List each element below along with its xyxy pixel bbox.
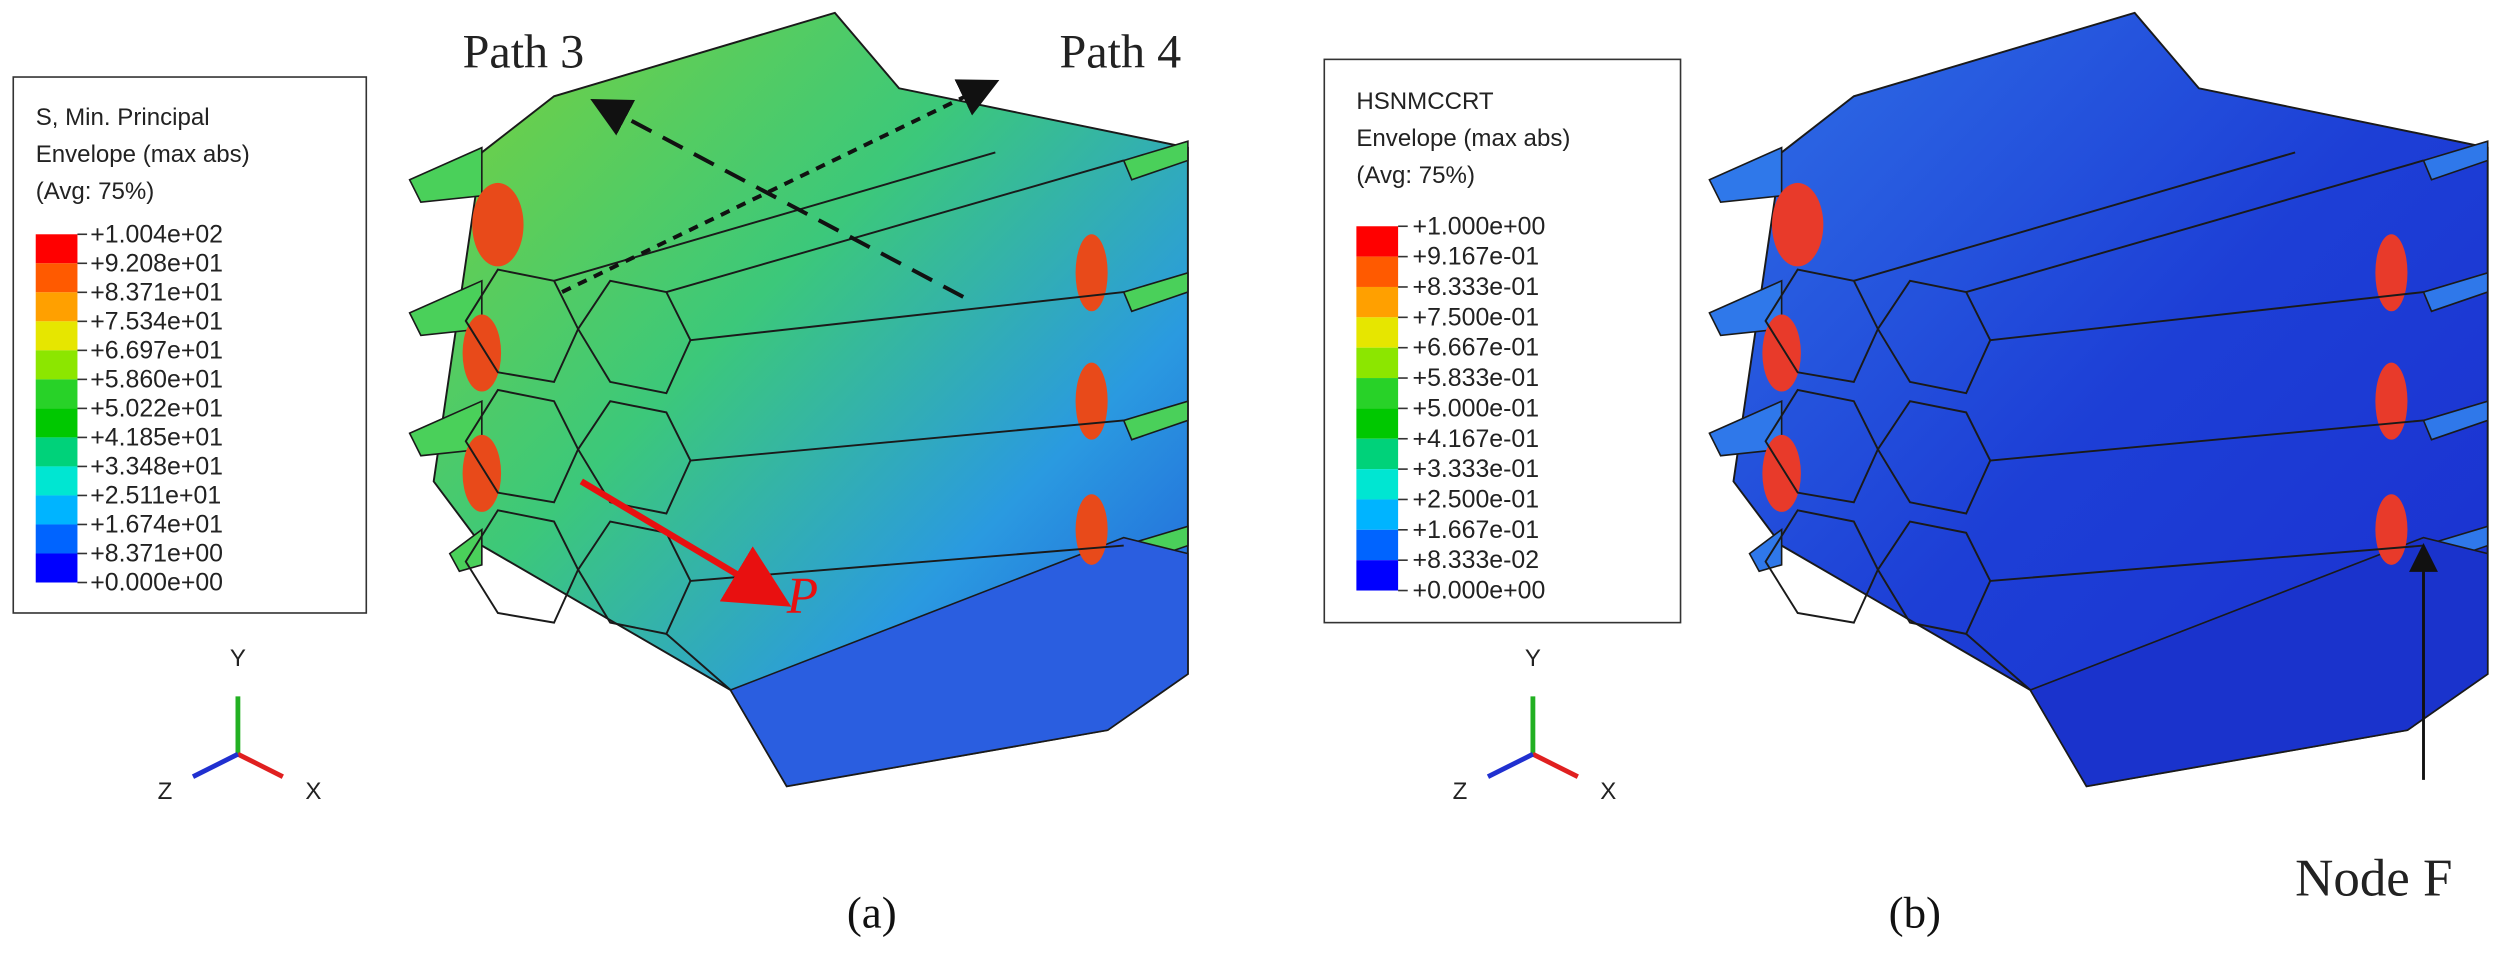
legend-swatch xyxy=(35,321,78,351)
legend-swatch xyxy=(1356,438,1399,470)
legend-value: +1.674e+01 xyxy=(90,510,223,538)
legend-title: Envelope (max abs) xyxy=(36,141,250,168)
axis-z-label: Z xyxy=(158,778,173,805)
legend-title: (Avg: 75%) xyxy=(36,178,155,205)
axis-x-label: X xyxy=(305,778,321,805)
legend-value: +8.371e+01 xyxy=(90,278,223,306)
legend-swatch xyxy=(1356,408,1399,439)
legend-value: +3.333e-01 xyxy=(1413,455,1539,483)
load-arrow xyxy=(579,478,792,607)
axis-y-label: Y xyxy=(230,645,246,672)
axis-z-arrow xyxy=(191,752,239,779)
legend-swatch xyxy=(35,553,78,583)
annotation: Node F xyxy=(2295,849,2452,907)
legend-value: +5.860e+01 xyxy=(90,365,223,393)
annotation: Path 3 xyxy=(463,25,585,78)
legend-value: +1.667e-01 xyxy=(1413,516,1539,544)
legend-value: +8.333e-01 xyxy=(1413,273,1539,301)
legend-swatch xyxy=(1356,286,1399,318)
axis-x-label: X xyxy=(1600,778,1616,805)
legend-value: +1.004e+02 xyxy=(90,220,223,248)
legend-value: +6.667e-01 xyxy=(1413,334,1539,362)
legend-title: HSNMCCRT xyxy=(1356,88,1494,115)
axis-y-label: Y xyxy=(1525,645,1541,672)
legend-value: +5.022e+01 xyxy=(90,394,223,422)
legend-value: +1.000e+00 xyxy=(1413,212,1546,240)
legend-title: (Avg: 75%) xyxy=(1356,162,1475,189)
legend-swatch xyxy=(1356,560,1399,591)
caption: (b) xyxy=(1889,888,1941,938)
legend-value: +4.185e+01 xyxy=(90,423,223,451)
legend-swatch xyxy=(35,495,78,525)
legend-value: +3.348e+01 xyxy=(90,452,223,480)
legend-swatch xyxy=(1356,469,1399,500)
axis-x-arrow xyxy=(236,752,284,779)
legend-swatch xyxy=(35,466,78,496)
legend-value: +2.511e+01 xyxy=(90,481,221,509)
legend-title: Envelope (max abs) xyxy=(1356,125,1570,152)
legend-title: S, Min. Principal xyxy=(36,104,210,131)
legend-swatch xyxy=(35,234,78,264)
legend-swatch xyxy=(1356,378,1399,409)
legend-swatch xyxy=(1356,529,1399,561)
legend-value: +5.000e-01 xyxy=(1413,394,1539,422)
legend-value: +8.371e+00 xyxy=(90,540,223,568)
model-b xyxy=(1708,11,2489,788)
axis-x-arrow xyxy=(1531,752,1579,779)
legend-value: +0.000e+00 xyxy=(1413,577,1546,605)
legend-swatch xyxy=(35,437,78,467)
legend-swatch xyxy=(1356,256,1399,287)
model-a xyxy=(408,11,1189,788)
legend-value: +7.500e-01 xyxy=(1413,303,1539,331)
axis-z-arrow xyxy=(1486,752,1534,779)
legend-value: +5.833e-01 xyxy=(1413,364,1539,392)
path-4-line xyxy=(561,79,1000,294)
legend-swatch xyxy=(1356,499,1399,530)
legend-value: +9.208e+01 xyxy=(90,249,223,277)
caption: (a) xyxy=(847,888,897,938)
legend-swatch xyxy=(1356,347,1399,379)
axis-z-label: Z xyxy=(1453,778,1468,805)
annotation: Path 4 xyxy=(1060,25,1182,78)
legend-swatch xyxy=(1356,317,1399,348)
legend-swatch xyxy=(1356,226,1399,257)
annotation: P xyxy=(786,568,818,625)
legend-value: +0.000e+00 xyxy=(90,569,223,597)
legend-value: +2.500e-01 xyxy=(1413,485,1539,513)
legend-value: +9.167e-01 xyxy=(1413,243,1539,271)
legend-value: +4.167e-01 xyxy=(1413,425,1539,453)
legend-value: +7.534e+01 xyxy=(90,307,223,335)
legend-value: +8.333e-02 xyxy=(1413,546,1539,574)
legend-value: +6.697e+01 xyxy=(90,336,223,364)
legend-swatch xyxy=(35,292,78,322)
legend-swatch xyxy=(35,379,78,409)
legend-swatch xyxy=(35,350,78,380)
legend-swatch xyxy=(35,408,78,438)
legend-swatch xyxy=(35,524,78,554)
legend-swatch xyxy=(35,263,78,293)
